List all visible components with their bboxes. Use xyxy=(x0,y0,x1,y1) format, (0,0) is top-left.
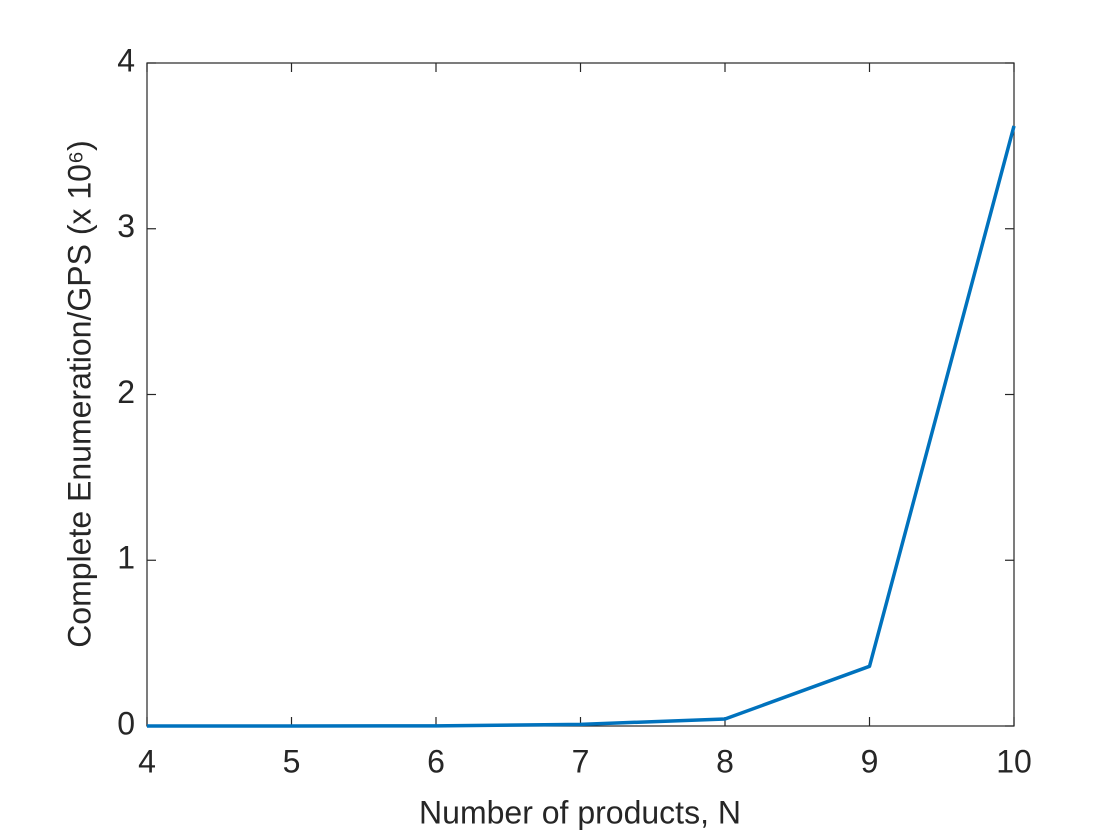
y-tick-label: 1 xyxy=(117,540,135,576)
x-tick-label: 9 xyxy=(861,743,879,779)
x-tick-label: 8 xyxy=(716,743,734,779)
y-tick-label: 4 xyxy=(117,42,135,78)
x-tick-label: 10 xyxy=(996,743,1032,779)
y-tick-label: 0 xyxy=(117,705,135,741)
line xyxy=(147,125,1016,728)
plot-box xyxy=(146,62,1015,727)
y-axis-label: Complete Enumeration/GPS (x 10⁶) xyxy=(61,140,97,648)
x-axis-label: Number of products, N xyxy=(419,794,741,830)
x-tick-label: 5 xyxy=(283,743,301,779)
y-tick-label: 3 xyxy=(117,208,135,244)
x-tick-label: 6 xyxy=(427,743,445,779)
x-tick-label: 7 xyxy=(572,743,590,779)
y-tick-label: 2 xyxy=(117,374,135,410)
x-tick-label: 4 xyxy=(138,743,156,779)
